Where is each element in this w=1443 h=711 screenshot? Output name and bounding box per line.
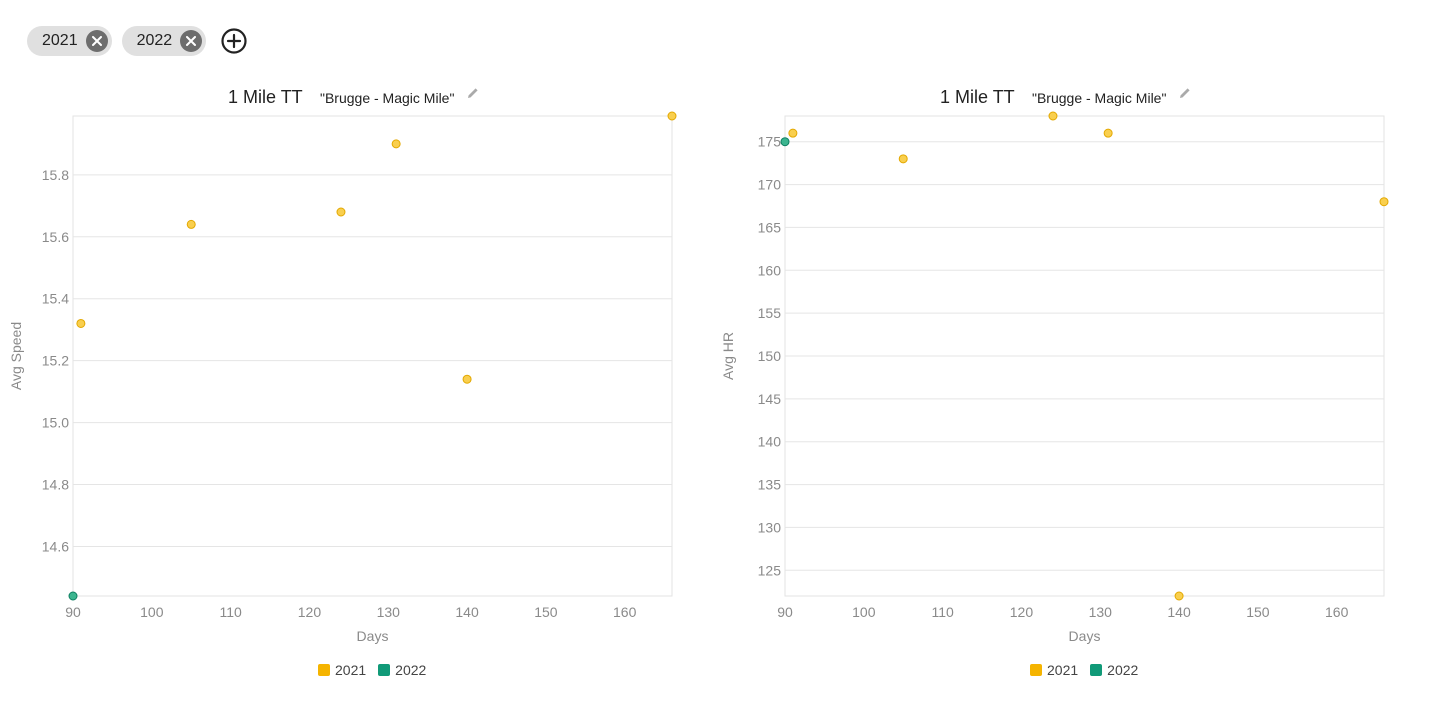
legend-swatch — [378, 664, 391, 676]
y-tick-label: 15.2 — [42, 353, 69, 369]
x-tick-label: 140 — [455, 604, 479, 620]
chip-year-2022[interactable]: 2022 — [121, 26, 207, 56]
close-icon[interactable] — [85, 30, 108, 52]
y-tick-label: 145 — [758, 391, 782, 407]
data-point-2021 — [391, 139, 401, 149]
chip-year-2021[interactable]: 2021 — [27, 26, 112, 56]
x-tick-label: 110 — [931, 604, 954, 620]
data-point-2021 — [186, 219, 196, 229]
chip-label: 2022 — [136, 32, 173, 49]
x-tick-label: 150 — [1246, 604, 1270, 620]
add-filter-button[interactable] — [220, 27, 248, 55]
data-point-2021 — [667, 111, 677, 121]
legend-swatch — [318, 664, 330, 676]
chart-legend: 2021 2022 — [318, 662, 438, 678]
x-tick-label: 140 — [1167, 604, 1191, 620]
legend-label: 2022 — [395, 662, 427, 678]
scatter-chart-avg-speed: 14.6 14.8 15.0 15.2 15.4 15.6 15.8 90 100 110 120 1… — [8, 111, 677, 644]
x-tick-label: 120 — [298, 604, 322, 620]
year-filter-chips: 2021 2022 — [27, 26, 248, 56]
legend-item-2022[interactable]: 2022 — [378, 662, 426, 678]
legend-label: 2021 — [335, 662, 367, 678]
y-tick-label: 14.8 — [42, 477, 69, 493]
data-point-2021 — [1174, 591, 1184, 601]
x-tick-label: 130 — [377, 604, 401, 620]
y-tick-label: 15.6 — [42, 229, 69, 245]
data-point-2021 — [336, 207, 346, 217]
x-axis-label: Days — [357, 628, 389, 644]
data-point-2021 — [1103, 128, 1113, 138]
data-point-2021 — [788, 128, 798, 138]
data-point-2021 — [898, 154, 908, 164]
y-tick-label: 155 — [758, 305, 782, 321]
x-tick-label: 90 — [65, 604, 81, 620]
legend-item-2021[interactable]: 2021 — [1030, 662, 1078, 678]
plus-circle-icon — [221, 28, 247, 54]
y-tick-label: 160 — [758, 262, 782, 278]
y-tick-label: 165 — [758, 219, 782, 235]
chart-title: 1 Mile TT — [228, 87, 303, 107]
legend-swatch — [1090, 664, 1103, 676]
legend-label: 2022 — [1107, 662, 1139, 678]
x-tick-label: 130 — [1089, 604, 1113, 620]
x-tick-label: 150 — [534, 604, 558, 620]
y-tick-label: 175 — [758, 134, 782, 150]
y-tick-label: 130 — [758, 519, 782, 535]
chart-title-row: 1 Mile TT "Brugge - Magic Mile" — [0, 86, 720, 110]
y-tick-label: 15.0 — [42, 415, 69, 431]
chart-title: 1 Mile TT — [940, 87, 1015, 107]
x-tick-label: 120 — [1010, 604, 1034, 620]
data-point-2021 — [1048, 111, 1058, 121]
y-tick-label: 150 — [758, 348, 782, 364]
plot-frame — [72, 115, 673, 597]
data-point-2021 — [1379, 197, 1389, 207]
legend-item-2021[interactable]: 2021 — [318, 662, 366, 678]
chart-panel-avg-speed: 1 Mile TT "Brugge - Magic Mile" 14.6 14.8… — [0, 70, 720, 700]
chart-subtitle: "Brugge - Magic Mile" — [1032, 90, 1167, 106]
y-tick-label: 125 — [758, 562, 782, 578]
close-icon[interactable] — [180, 30, 203, 52]
chart-title-row: 1 Mile TT "Brugge - Magic Mile" — [712, 86, 1432, 110]
y-tick-label: 15.8 — [42, 167, 69, 183]
data-point-2021 — [462, 374, 472, 384]
chart-panel-avg-hr: 1 Mile TT "Brugge - Magic Mile" 125 130 13… — [712, 70, 1432, 700]
x-tick-label: 100 — [140, 604, 164, 620]
y-tick-label: 14.6 — [42, 538, 69, 554]
x-tick-label: 160 — [613, 604, 637, 620]
pencil-icon[interactable] — [1178, 86, 1192, 100]
legend-swatch — [1030, 664, 1042, 676]
scatter-chart-avg-hr: 125 130 135 140 145 150 155 160 165 170 175 90 100 11… — [720, 111, 1389, 644]
y-tick-label: 140 — [758, 434, 782, 450]
y-tick-label: 135 — [758, 477, 782, 493]
x-tick-label: 100 — [852, 604, 876, 620]
y-tick-label: 170 — [758, 177, 782, 193]
data-point-2022 — [780, 137, 790, 147]
y-axis-label: Avg Speed — [8, 322, 24, 390]
chart-subtitle: "Brugge - Magic Mile" — [320, 90, 455, 106]
x-tick-label: 90 — [777, 604, 793, 620]
x-tick-label: 110 — [219, 604, 242, 620]
y-axis-label: Avg HR — [720, 332, 736, 380]
x-tick-label: 160 — [1325, 604, 1349, 620]
data-point-2022 — [68, 591, 78, 601]
chip-label: 2021 — [42, 32, 78, 49]
legend-label: 2021 — [1047, 662, 1079, 678]
y-tick-label: 15.4 — [42, 291, 69, 307]
chart-legend: 2021 2022 — [1030, 662, 1150, 678]
x-axis-label: Days — [1069, 628, 1101, 644]
legend-item-2022[interactable]: 2022 — [1090, 662, 1138, 678]
pencil-icon[interactable] — [466, 86, 480, 100]
data-point-2021 — [76, 318, 86, 328]
